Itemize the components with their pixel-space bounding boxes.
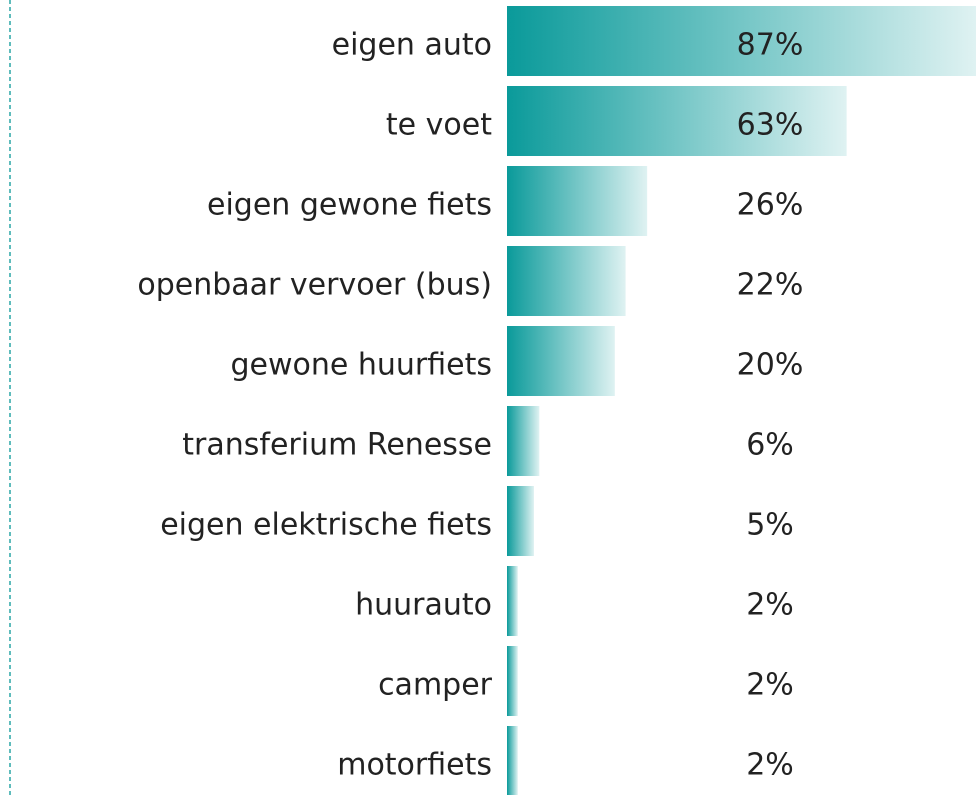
category-label: huurauto	[355, 588, 492, 623]
bar	[507, 646, 518, 716]
category-label: camper	[378, 668, 493, 703]
value-label: 26%	[737, 188, 804, 223]
bar	[507, 406, 540, 476]
value-label: 63%	[737, 108, 804, 143]
bar	[507, 726, 518, 795]
category-label: motorfiets	[337, 748, 492, 783]
category-label: eigen elektrische fiets	[160, 508, 492, 543]
category-label: te voet	[386, 108, 492, 143]
bar	[507, 566, 518, 636]
bar	[507, 166, 648, 236]
value-label: 87%	[737, 28, 804, 63]
category-label: eigen gewone fiets	[207, 188, 492, 223]
value-label: 2%	[746, 748, 794, 783]
category-label: openbaar vervoer (bus)	[137, 268, 492, 303]
bar	[507, 486, 534, 556]
category-label: gewone huurfiets	[230, 348, 492, 383]
value-label: 2%	[746, 588, 794, 623]
value-label: 5%	[746, 508, 794, 543]
value-label: 22%	[737, 268, 804, 303]
value-label: 2%	[746, 668, 794, 703]
category-label: transferium Renesse	[182, 428, 492, 463]
value-label: 20%	[737, 348, 804, 383]
bar	[507, 6, 976, 76]
value-label: 6%	[746, 428, 794, 463]
bar	[507, 86, 847, 156]
bar	[507, 326, 615, 396]
category-label: eigen auto	[332, 28, 492, 63]
bar	[507, 246, 626, 316]
